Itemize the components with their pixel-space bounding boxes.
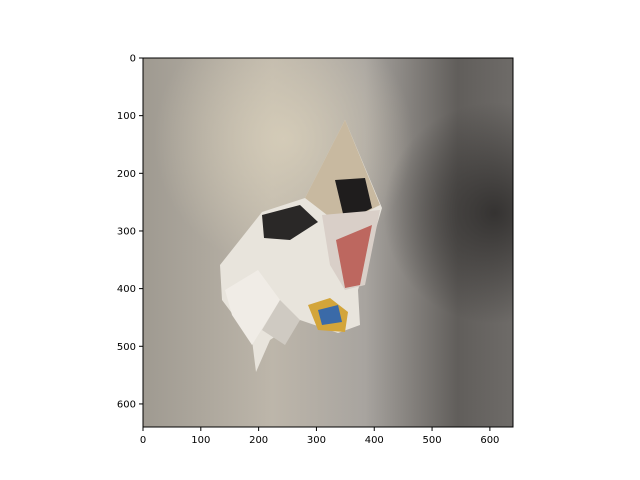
x-tick-label: 300 <box>307 435 326 446</box>
x-tick-label: 400 <box>365 435 384 446</box>
x-tick-label: 0 <box>140 435 146 446</box>
photo <box>143 58 513 427</box>
x-tick-label: 600 <box>480 435 499 446</box>
crumpled-paper <box>220 120 382 372</box>
y-tick-label: 600 <box>117 399 136 410</box>
x-tick-label: 100 <box>191 435 210 446</box>
y-tick-label: 100 <box>117 111 136 122</box>
y-tick-label: 300 <box>117 226 136 237</box>
y-tick-label: 200 <box>117 169 136 180</box>
x-tick-label: 500 <box>423 435 442 446</box>
y-axis: 0 100 200 300 400 500 600 <box>117 54 143 410</box>
y-tick-label: 0 <box>130 54 136 65</box>
x-axis: 0 100 200 300 400 500 600 <box>140 427 499 446</box>
plot-frame <box>142 57 514 428</box>
x-tick-label: 200 <box>249 435 268 446</box>
y-tick-label: 500 <box>117 342 136 353</box>
y-tick-label: 400 <box>117 284 136 295</box>
